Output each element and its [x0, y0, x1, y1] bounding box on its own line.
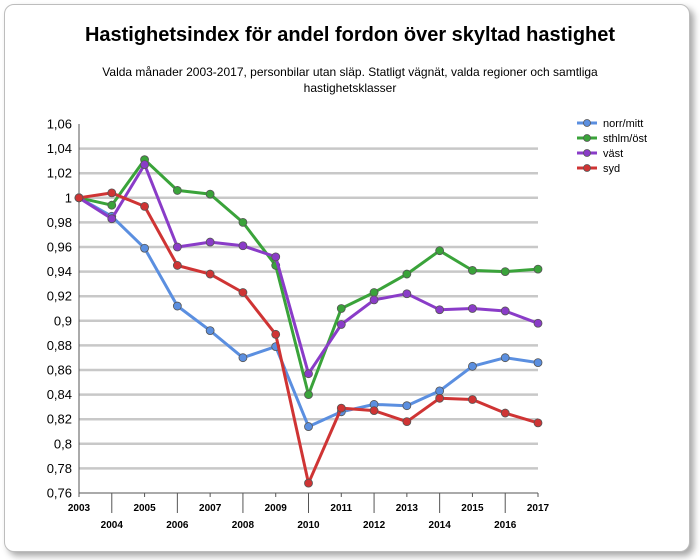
x-tick-label: 2006 [166, 520, 189, 531]
data-point [107, 188, 117, 198]
data-point [500, 353, 510, 363]
data-point [205, 269, 215, 279]
data-point [402, 289, 412, 299]
data-point [468, 265, 477, 275]
data-point [468, 395, 477, 404]
legend-marker [583, 149, 591, 157]
data-point [140, 243, 149, 253]
legend-label: sthlm/öst [603, 133, 647, 145]
data-point [140, 160, 149, 169]
data-point [140, 202, 149, 211]
y-tick-label: 0,86 [47, 363, 72, 378]
legend-label: syd [603, 163, 620, 175]
data-point [304, 478, 313, 488]
x-tick-label: 2011 [330, 503, 352, 514]
y-tick-label: 0,82 [47, 412, 72, 427]
data-point [500, 408, 510, 418]
y-tick-label: 0,9 [54, 313, 72, 328]
data-point [238, 241, 248, 251]
data-point [271, 252, 281, 262]
y-tick-label: 0,94 [47, 264, 72, 279]
y-tick-label: 0,78 [47, 461, 72, 476]
y-tick-label: 0,88 [47, 338, 72, 353]
y-tick-label: 1,02 [47, 166, 72, 181]
chart-subtitle: Valda månader 2003-2017, personbilar uta… [102, 65, 598, 95]
data-point [172, 186, 182, 195]
data-point [369, 295, 379, 305]
y-tick-label: 1 [65, 190, 72, 205]
legend-label: norr/mitt [603, 118, 643, 130]
data-point [74, 193, 84, 203]
x-tick-label: 2009 [265, 503, 288, 514]
data-point [172, 261, 182, 270]
data-point [369, 288, 379, 297]
data-point [205, 326, 215, 336]
x-tick-label: 2017 [527, 503, 550, 514]
chart-title: Hastighetsindex för andel fordon över sk… [84, 24, 616, 46]
data-point [336, 403, 346, 413]
data-point [336, 320, 346, 329]
legend-marker [583, 164, 591, 172]
data-point [205, 237, 215, 247]
data-point [402, 269, 412, 279]
data-point [304, 422, 313, 431]
y-tick-label: 0,98 [47, 215, 72, 230]
data-point [500, 306, 510, 316]
data-point [205, 189, 215, 199]
data-point [336, 304, 346, 313]
x-tick-label: 2004 [101, 520, 124, 531]
data-point [533, 264, 543, 274]
data-point [533, 418, 543, 428]
y-tick-label: 1,06 [47, 117, 72, 132]
data-point [402, 401, 412, 411]
data-point [435, 305, 445, 315]
y-tick-label: 0,84 [47, 387, 72, 402]
data-point [435, 393, 445, 403]
x-tick-label: 2003 [68, 503, 91, 514]
x-tick-label: 2014 [429, 520, 452, 531]
x-tick-label: 2005 [133, 503, 156, 514]
data-point [172, 301, 182, 311]
data-point [500, 267, 510, 277]
x-tick-label: 2008 [232, 520, 255, 531]
data-point [533, 318, 543, 328]
data-point [533, 358, 543, 368]
x-tick-label: 2012 [363, 520, 386, 531]
legend-marker [583, 134, 591, 142]
legend-label: väst [603, 148, 623, 160]
data-point [468, 361, 477, 371]
x-tick-label: 2010 [297, 520, 320, 531]
data-point [435, 386, 445, 396]
x-tick-label: 2016 [494, 520, 517, 531]
x-tick-label: 2007 [199, 503, 222, 514]
data-point [238, 353, 248, 363]
y-tick-label: 0,8 [54, 436, 72, 451]
data-point [107, 214, 117, 224]
data-point [238, 217, 248, 227]
y-tick-label: 0,76 [47, 486, 72, 501]
data-point [238, 288, 248, 297]
y-tick-label: 0,96 [47, 240, 72, 255]
data-point [271, 329, 281, 339]
data-point [402, 417, 412, 427]
legend-marker [583, 119, 591, 127]
data-point [435, 246, 445, 256]
x-tick-label: 2013 [396, 503, 419, 514]
data-point [172, 242, 182, 252]
data-point [369, 406, 379, 415]
data-point [304, 369, 313, 379]
data-point [107, 200, 117, 210]
data-point [304, 390, 313, 400]
x-tick-label: 2015 [461, 503, 484, 514]
y-tick-label: 0,92 [47, 289, 72, 304]
y-tick-label: 1,04 [47, 141, 72, 156]
data-point [468, 304, 477, 313]
